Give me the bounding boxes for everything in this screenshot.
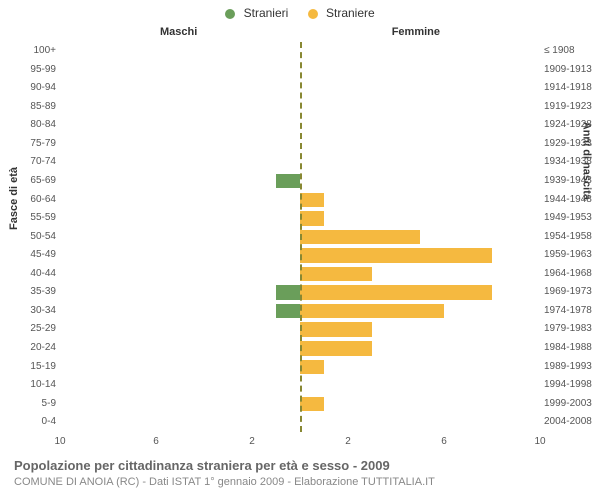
bar-female <box>300 360 324 375</box>
birth-year-tick: 1919-1923 <box>544 98 600 117</box>
age-tick: 70-74 <box>14 153 56 172</box>
age-tick: 80-84 <box>14 116 56 135</box>
age-tick: 45-49 <box>14 246 56 265</box>
bar-female <box>300 230 420 245</box>
bar-female <box>300 211 324 226</box>
x-axis: 10622610 <box>60 436 540 450</box>
birth-year-tick: 1984-1988 <box>544 339 600 358</box>
birth-year-tick: 1949-1953 <box>544 209 600 228</box>
birth-year-tick: 1994-1998 <box>544 376 600 395</box>
birth-year-tick: ≤ 1908 <box>544 42 600 61</box>
chart-container: Stranieri Straniere Maschi Femmine Fasce… <box>0 0 600 500</box>
age-tick: 90-94 <box>14 79 56 98</box>
x-tick: 2 <box>345 436 351 447</box>
legend-dot-male <box>225 9 235 19</box>
age-tick: 40-44 <box>14 265 56 284</box>
x-tick: 6 <box>441 436 447 447</box>
birth-year-tick: 1989-1993 <box>544 358 600 377</box>
legend-label-male: Stranieri <box>244 6 289 20</box>
age-tick: 10-14 <box>14 376 56 395</box>
age-tick: 85-89 <box>14 98 56 117</box>
legend-label-female: Straniere <box>326 6 375 20</box>
footer-title: Popolazione per cittadinanza straniera p… <box>14 458 390 473</box>
x-tick: 6 <box>153 436 159 447</box>
bar-female <box>300 193 324 208</box>
birth-year-tick: 1999-2003 <box>544 395 600 414</box>
side-title-female: Femmine <box>392 26 440 38</box>
age-tick: 100+ <box>14 42 56 61</box>
age-tick: 35-39 <box>14 283 56 302</box>
birth-year-tick: 1964-1968 <box>544 265 600 284</box>
bar-female <box>300 341 372 356</box>
x-tick: 2 <box>249 436 255 447</box>
birth-year-tick: 1909-1913 <box>544 61 600 80</box>
center-line <box>300 42 302 432</box>
side-title-male: Maschi <box>160 26 197 38</box>
bar-male <box>276 285 300 300</box>
age-tick: 50-54 <box>14 228 56 247</box>
plot-area: 100+≤ 190895-991909-191390-941914-191885… <box>60 42 540 432</box>
footer-subtitle: COMUNE DI ANOIA (RC) - Dati ISTAT 1° gen… <box>14 476 435 488</box>
age-tick: 0-4 <box>14 413 56 432</box>
bar-female <box>300 322 372 337</box>
legend-item-male: Stranieri <box>225 6 288 20</box>
birth-year-tick: 1974-1978 <box>544 302 600 321</box>
bar-female <box>300 397 324 412</box>
birth-year-tick: 1929-1933 <box>544 135 600 154</box>
legend-dot-female <box>308 9 318 19</box>
birth-year-tick: 1939-1943 <box>544 172 600 191</box>
birth-year-tick: 1969-1973 <box>544 283 600 302</box>
birth-year-tick: 1954-1958 <box>544 228 600 247</box>
age-tick: 5-9 <box>14 395 56 414</box>
legend: Stranieri Straniere <box>0 6 600 20</box>
birth-year-tick: 1934-1938 <box>544 153 600 172</box>
age-tick: 15-19 <box>14 358 56 377</box>
bar-female <box>300 285 492 300</box>
age-tick: 25-29 <box>14 320 56 339</box>
legend-item-female: Straniere <box>308 6 375 20</box>
birth-year-tick: 1944-1948 <box>544 191 600 210</box>
age-tick: 75-79 <box>14 135 56 154</box>
x-tick: 10 <box>54 436 65 447</box>
age-tick: 30-34 <box>14 302 56 321</box>
age-tick: 20-24 <box>14 339 56 358</box>
age-tick: 65-69 <box>14 172 56 191</box>
bar-female <box>300 304 444 319</box>
birth-year-tick: 1959-1963 <box>544 246 600 265</box>
bar-male <box>276 304 300 319</box>
age-tick: 60-64 <box>14 191 56 210</box>
x-tick: 10 <box>534 436 545 447</box>
age-tick: 55-59 <box>14 209 56 228</box>
bar-female <box>300 248 492 263</box>
bar-female <box>300 267 372 282</box>
birth-year-tick: 1924-1928 <box>544 116 600 135</box>
bar-male <box>276 174 300 189</box>
birth-year-tick: 2004-2008 <box>544 413 600 432</box>
birth-year-tick: 1914-1918 <box>544 79 600 98</box>
birth-year-tick: 1979-1983 <box>544 320 600 339</box>
age-tick: 95-99 <box>14 61 56 80</box>
